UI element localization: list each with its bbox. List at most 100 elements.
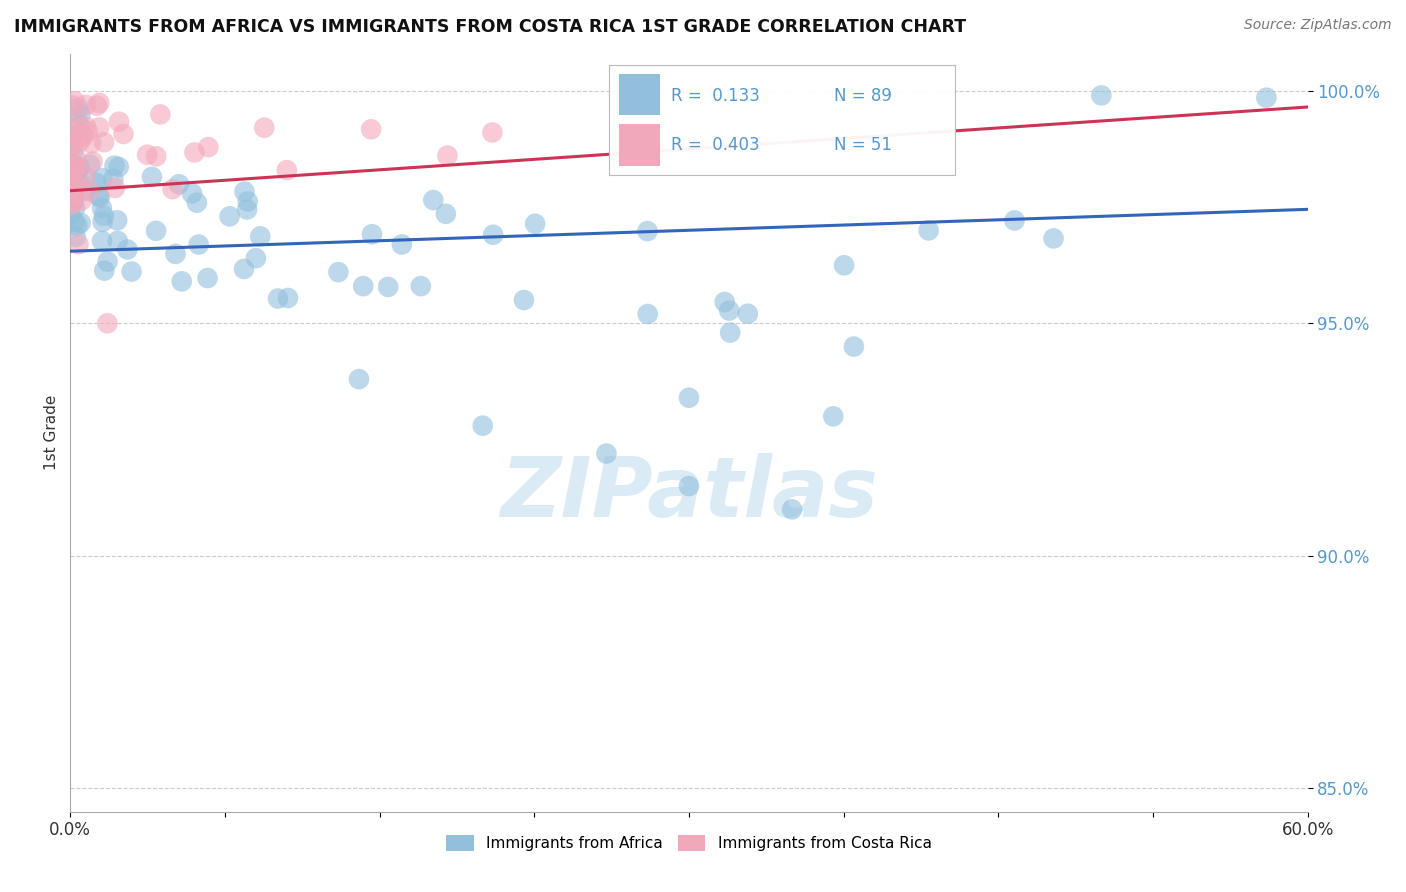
Point (89, 95, 111, 110)
Point (197, 271, 219, 285)
Point (75, 120, 97, 134)
Point (60, 192, 83, 206)
Point (236, 194, 259, 209)
Point (103, 159, 125, 173)
Point (637, 307, 659, 321)
Point (69, 107, 91, 121)
Point (104, 181, 127, 195)
Point (82, 154, 104, 169)
Point (108, 160, 131, 174)
Point (70, 128, 93, 142)
Point (93, 135, 115, 149)
Point (718, 303, 741, 318)
Point (471, 418, 494, 433)
Point (162, 182, 184, 196)
Point (678, 391, 700, 405)
Point (65, 114, 87, 128)
Point (377, 280, 399, 294)
Point (737, 307, 759, 321)
Point (832, 258, 855, 272)
Point (80, 136, 103, 151)
Point (72, 129, 94, 144)
Point (65, 152, 87, 166)
Point (183, 145, 205, 160)
Point (70, 194, 93, 208)
Point (60, 121, 83, 136)
Point (59, 176, 82, 190)
Point (89, 190, 111, 204)
Point (107, 234, 129, 248)
Point (69, 161, 91, 175)
Point (245, 251, 267, 265)
Point (62, 186, 84, 200)
Point (167, 178, 190, 192)
Point (89, 120, 111, 135)
Point (84, 176, 107, 190)
Point (112, 127, 135, 141)
Point (276, 163, 298, 178)
Point (79, 158, 101, 172)
Point (75, 97, 97, 112)
Point (436, 148, 458, 162)
Point (482, 227, 505, 242)
Point (105, 213, 128, 227)
Point (62, 181, 84, 195)
Point (360, 122, 382, 136)
Point (1004, 213, 1026, 227)
Point (361, 227, 384, 242)
Point (60, 169, 83, 183)
Legend: Immigrants from Africa, Immigrants from Costa Rica: Immigrants from Africa, Immigrants from … (440, 829, 938, 857)
Point (149, 107, 172, 121)
Point (67, 173, 90, 187)
Point (637, 224, 659, 238)
Point (233, 185, 256, 199)
Point (1090, 88, 1112, 103)
Point (59, 129, 82, 144)
Text: Source: ZipAtlas.com: Source: ZipAtlas.com (1244, 18, 1392, 32)
Point (1042, 231, 1064, 245)
Point (75, 169, 97, 184)
Point (66, 164, 89, 178)
Point (67, 237, 90, 252)
Point (165, 247, 187, 261)
Point (481, 126, 503, 140)
Point (65, 163, 87, 178)
Point (823, 409, 845, 424)
Point (103, 172, 125, 186)
Point (713, 295, 735, 310)
Point (145, 224, 167, 238)
Point (69, 119, 91, 133)
Point (181, 186, 204, 201)
Point (96, 316, 118, 330)
Point (187, 237, 209, 252)
Point (86, 99, 108, 113)
Point (595, 446, 617, 460)
Point (59, 168, 82, 182)
Point (218, 210, 240, 224)
Point (91, 234, 114, 248)
Point (197, 140, 219, 154)
Point (186, 195, 208, 210)
Point (328, 265, 350, 279)
Point (90, 201, 112, 215)
Point (524, 217, 547, 231)
Point (59, 137, 82, 152)
Point (60, 132, 83, 146)
Point (63, 215, 86, 229)
Point (678, 479, 700, 493)
Point (93, 263, 115, 277)
Text: ZIPatlas: ZIPatlas (501, 453, 877, 533)
Point (67, 101, 90, 115)
Text: IMMIGRANTS FROM AFRICA VS IMMIGRANTS FROM COSTA RICA 1ST GRADE CORRELATION CHART: IMMIGRANTS FROM AFRICA VS IMMIGRANTS FRO… (14, 18, 966, 36)
Point (67, 136, 90, 150)
Point (97, 254, 120, 268)
Point (62, 98, 84, 112)
Point (842, 340, 865, 354)
Y-axis label: 1st Grade: 1st Grade (44, 395, 59, 470)
Point (87, 189, 110, 203)
Point (62, 145, 84, 160)
Point (233, 262, 256, 277)
Point (65, 178, 87, 193)
Point (117, 243, 139, 257)
Point (121, 264, 143, 278)
